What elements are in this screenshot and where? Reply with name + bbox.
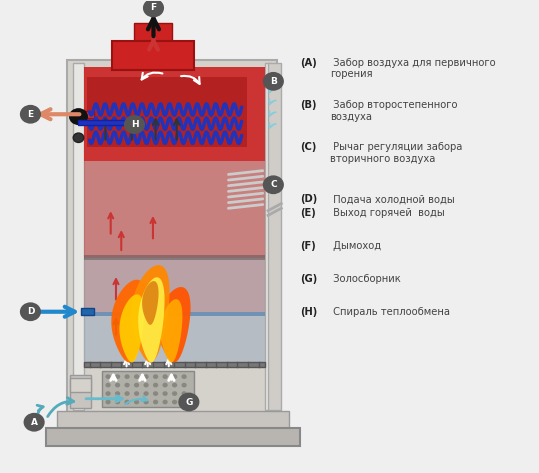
Circle shape — [162, 391, 168, 396]
Bar — [73, 62, 84, 411]
Circle shape — [134, 374, 139, 379]
Bar — [81, 308, 94, 315]
Bar — [102, 371, 194, 407]
Text: (A): (A) — [300, 58, 316, 68]
Bar — [84, 258, 265, 312]
Text: (H): (H) — [300, 307, 317, 317]
Circle shape — [106, 391, 110, 396]
Text: A: A — [31, 418, 38, 427]
Text: G: G — [185, 397, 192, 406]
Bar — [78, 120, 126, 124]
Text: (G): (G) — [300, 274, 317, 284]
Text: F: F — [150, 3, 156, 12]
Circle shape — [20, 302, 41, 321]
Bar — [84, 255, 265, 260]
Text: C: C — [270, 180, 277, 189]
Polygon shape — [131, 265, 170, 362]
Text: D: D — [27, 307, 34, 316]
Bar — [70, 377, 91, 392]
Circle shape — [143, 400, 149, 404]
Circle shape — [125, 383, 130, 387]
Circle shape — [143, 0, 164, 18]
Text: (B): (B) — [300, 100, 316, 110]
Bar — [84, 161, 265, 258]
Circle shape — [172, 374, 177, 379]
Bar — [265, 62, 271, 411]
Bar — [46, 428, 300, 446]
Circle shape — [143, 383, 149, 387]
Text: B: B — [270, 77, 277, 86]
Circle shape — [24, 413, 45, 432]
Circle shape — [162, 400, 168, 404]
Text: (D): (D) — [300, 194, 317, 204]
Polygon shape — [138, 277, 164, 362]
Bar — [81, 111, 94, 117]
Circle shape — [115, 391, 120, 396]
Bar — [268, 62, 281, 411]
Circle shape — [143, 374, 149, 379]
Text: Выход горячей  воды: Выход горячей воды — [330, 208, 445, 218]
Polygon shape — [112, 280, 147, 362]
Circle shape — [153, 383, 158, 387]
Circle shape — [115, 383, 120, 387]
Text: E: E — [27, 110, 33, 119]
Circle shape — [172, 383, 177, 387]
Circle shape — [182, 374, 186, 379]
Text: Дымоход: Дымоход — [330, 241, 382, 251]
Circle shape — [125, 400, 130, 404]
Circle shape — [178, 393, 199, 412]
Bar — [67, 60, 277, 413]
Text: Рычаг регуляции забора
вторичного воздуха: Рычаг регуляции забора вторичного воздух… — [330, 142, 463, 164]
Text: Золосборник: Золосборник — [330, 274, 401, 284]
Circle shape — [73, 133, 84, 142]
Circle shape — [124, 115, 145, 134]
Circle shape — [153, 400, 158, 404]
Bar — [134, 23, 172, 41]
Circle shape — [182, 400, 186, 404]
Bar — [84, 361, 265, 367]
Circle shape — [106, 374, 110, 379]
Circle shape — [134, 383, 139, 387]
Circle shape — [106, 383, 110, 387]
Circle shape — [172, 391, 177, 396]
Circle shape — [172, 400, 177, 404]
Circle shape — [69, 108, 88, 125]
Bar — [84, 67, 265, 161]
Circle shape — [153, 374, 158, 379]
Polygon shape — [142, 281, 158, 325]
Polygon shape — [161, 299, 182, 362]
Bar — [87, 77, 247, 147]
Bar — [70, 375, 91, 408]
Polygon shape — [120, 294, 144, 362]
Text: (F): (F) — [300, 241, 315, 251]
Circle shape — [162, 383, 168, 387]
Bar — [112, 41, 194, 70]
Circle shape — [125, 374, 130, 379]
Circle shape — [115, 374, 120, 379]
Circle shape — [134, 400, 139, 404]
Circle shape — [143, 391, 149, 396]
Text: (E): (E) — [300, 208, 315, 218]
Circle shape — [134, 391, 139, 396]
Bar — [84, 258, 265, 363]
Text: Подача холодной воды: Подача холодной воды — [330, 194, 455, 204]
Bar — [57, 412, 289, 429]
Polygon shape — [157, 287, 191, 362]
Text: Спираль теплообмена: Спираль теплообмена — [330, 307, 451, 317]
Circle shape — [162, 374, 168, 379]
Circle shape — [20, 105, 41, 123]
Circle shape — [115, 400, 120, 404]
Circle shape — [182, 391, 186, 396]
Circle shape — [106, 400, 110, 404]
Circle shape — [182, 383, 186, 387]
Text: (C): (C) — [300, 142, 316, 152]
Text: Забор второстепенного
воздуха: Забор второстепенного воздуха — [330, 100, 458, 122]
Circle shape — [125, 391, 130, 396]
Circle shape — [153, 391, 158, 396]
Text: H: H — [130, 120, 139, 129]
Text: Забор воздуха для первичного
горения: Забор воздуха для первичного горения — [330, 58, 496, 79]
Circle shape — [263, 72, 284, 91]
Circle shape — [263, 175, 284, 194]
Bar — [84, 312, 265, 316]
